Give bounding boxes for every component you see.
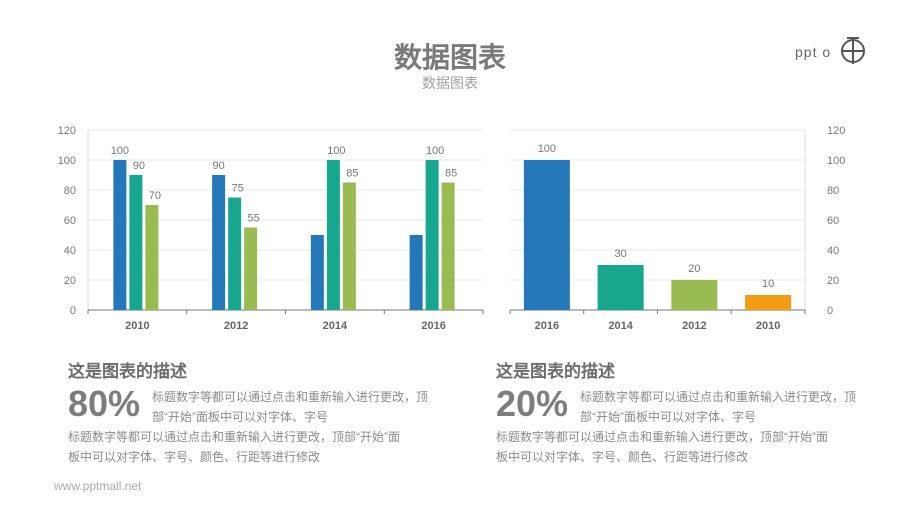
description-text: 标题数字等都可以通过点击和重新输入进行更改，顶部“开始”面板中可以对字体、字号: [152, 390, 429, 424]
footer-url[interactable]: www.pptmall.net: [54, 479, 142, 493]
bar: [409, 235, 423, 310]
y-tick-label: 0: [827, 305, 833, 317]
data-label: 100: [327, 145, 345, 157]
bar: [425, 160, 439, 310]
y-tick-label: 60: [64, 215, 76, 227]
data-label: 100: [538, 143, 556, 155]
y-tick-label: 100: [58, 155, 76, 167]
bar: [745, 295, 792, 310]
data-label: 10: [762, 278, 774, 290]
x-tick-label: 2014: [608, 320, 633, 332]
bar: [113, 160, 127, 310]
bar: [212, 175, 226, 310]
y-tick-label: 120: [827, 125, 845, 137]
percent-value: 20%: [496, 383, 569, 424]
page-subtitle: 数据图表: [422, 75, 478, 91]
description-text: 标题数字等都可以通过点击和重新输入进行更改，顶部“开始”面板中可以对字体、字号、…: [496, 430, 828, 464]
bar: [129, 175, 143, 310]
y-tick-label: 100: [827, 155, 845, 167]
description-heading: 这是图表的描述: [68, 362, 187, 381]
bar: [597, 265, 644, 310]
page-title: 数据图表: [393, 42, 506, 73]
description-heading: 这是图表的描述: [496, 362, 615, 381]
bar: [342, 182, 356, 310]
bar: [244, 227, 258, 310]
y-tick-label: 0: [70, 305, 76, 317]
ppt-logo: ppt o: [795, 36, 870, 71]
description-text: 标题数字等都可以通过点击和重新输入进行更改，顶部“开始”面板中可以对字体、字号、…: [68, 430, 400, 464]
bar: [671, 280, 718, 310]
y-tick-label: 60: [827, 215, 839, 227]
bar: [523, 160, 570, 310]
y-tick-label: 20: [827, 275, 839, 287]
data-label: 75: [232, 183, 244, 195]
y-tick-label: 120: [58, 125, 76, 137]
data-label: 90: [213, 160, 225, 172]
bar: [441, 182, 455, 310]
bar: [228, 197, 242, 310]
y-tick-label: 40: [827, 245, 839, 257]
bar: [145, 205, 159, 310]
data-label: 90: [133, 160, 145, 172]
bar: [326, 160, 340, 310]
x-tick-label: 2010: [756, 320, 780, 332]
x-tick-label: 2014: [323, 320, 348, 332]
description-left: 这是图表的描述 80% 标题数字等都可以通过点击和重新输入进行更改，顶部“开始”…: [68, 357, 448, 464]
svg-text:ppt o: ppt o: [795, 44, 831, 60]
bar: [310, 235, 324, 310]
data-label: 70: [149, 190, 161, 202]
x-tick-label: 2010: [125, 320, 149, 332]
y-tick-label: 20: [64, 275, 76, 287]
y-tick-label: 80: [827, 185, 839, 197]
data-label: 85: [346, 168, 358, 180]
data-label: 30: [615, 248, 627, 260]
x-tick-label: 2012: [224, 320, 248, 332]
y-tick-label: 80: [64, 185, 76, 197]
description-text: 标题数字等都可以通过点击和重新输入进行更改，顶部“开始”面板中可以对字体、字号: [580, 390, 857, 424]
x-tick-label: 2016: [535, 320, 559, 332]
data-label: 100: [111, 145, 129, 157]
description-right: 这是图表的描述 20% 标题数字等都可以通过点击和重新输入进行更改，顶部“开始”…: [496, 357, 876, 464]
x-tick-label: 2016: [421, 320, 445, 332]
percent-value: 80%: [68, 383, 141, 424]
data-label: 55: [248, 213, 260, 225]
data-label: 100: [426, 145, 444, 157]
data-label: 85: [445, 168, 457, 180]
data-label: 20: [688, 263, 700, 275]
y-tick-label: 40: [64, 245, 76, 257]
x-tick-label: 2012: [682, 320, 706, 332]
